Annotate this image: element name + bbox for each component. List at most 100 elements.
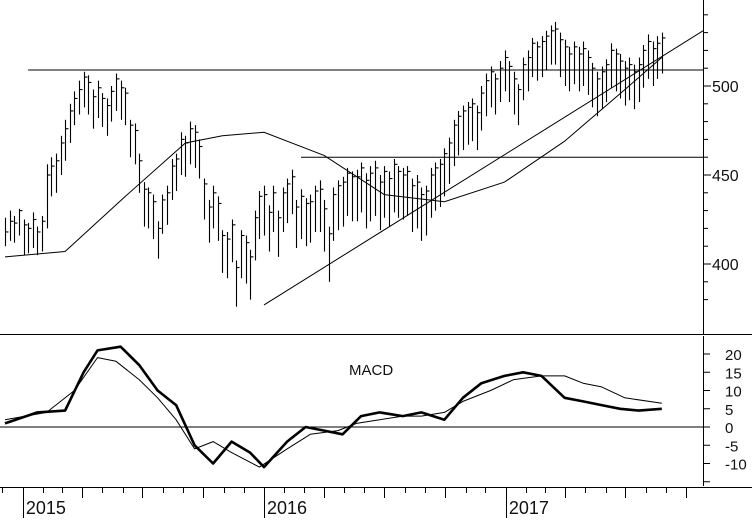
price-bar bbox=[541, 36, 546, 78]
trendline bbox=[263, 30, 704, 306]
macd-tick-label: 20 bbox=[725, 347, 742, 364]
price-bar bbox=[568, 46, 573, 92]
price-bar bbox=[13, 215, 18, 243]
price-bar bbox=[27, 223, 32, 254]
price-bar bbox=[295, 199, 300, 248]
price-bar bbox=[92, 89, 97, 129]
price-bar bbox=[582, 41, 587, 86]
price-bar bbox=[115, 73, 120, 111]
price-bar bbox=[605, 59, 610, 103]
price-bar bbox=[282, 187, 287, 232]
price-bar bbox=[393, 158, 398, 213]
price-bar bbox=[272, 185, 277, 232]
price-bar bbox=[337, 180, 342, 231]
price-bar bbox=[166, 185, 171, 225]
price-bar bbox=[254, 210, 259, 261]
price-bar bbox=[69, 103, 74, 143]
price-bar bbox=[50, 157, 55, 197]
price-bar bbox=[430, 167, 435, 218]
price-bar bbox=[480, 86, 485, 131]
price-bar bbox=[656, 36, 661, 79]
price-bar bbox=[258, 191, 263, 240]
price-bar bbox=[161, 194, 166, 234]
price-bar bbox=[485, 73, 490, 117]
price-bar bbox=[578, 46, 583, 92]
price-bar bbox=[212, 185, 217, 229]
price-bar bbox=[138, 153, 143, 193]
price-bar bbox=[235, 260, 240, 307]
price-bar bbox=[203, 178, 208, 220]
price-bar bbox=[55, 153, 60, 193]
price-bar bbox=[9, 210, 14, 241]
price-bar bbox=[388, 171, 393, 227]
price-bar bbox=[41, 215, 46, 252]
price-bar bbox=[499, 61, 504, 103]
price-bar bbox=[129, 119, 134, 158]
price-bar bbox=[110, 86, 115, 122]
price-bar bbox=[175, 153, 180, 192]
year-label: 2017 bbox=[509, 498, 549, 518]
macd-tick-label: 15 bbox=[725, 365, 742, 382]
price-bar bbox=[217, 196, 222, 241]
price-bar bbox=[346, 167, 351, 216]
price-bar bbox=[443, 148, 448, 197]
price-bar bbox=[249, 249, 254, 300]
price-bar bbox=[642, 45, 647, 88]
price-bar bbox=[323, 199, 328, 252]
time-axis: 2015 2016 2017 bbox=[2, 488, 687, 518]
price-bar bbox=[268, 205, 273, 252]
macd-signal-line bbox=[4, 357, 662, 468]
price-bar bbox=[208, 199, 213, 243]
price-bar bbox=[619, 53, 624, 99]
price-bar bbox=[554, 21, 559, 65]
price-bar bbox=[522, 57, 527, 101]
price-bar bbox=[286, 178, 291, 224]
price-tick-label: 500 bbox=[712, 79, 739, 96]
price-bar bbox=[46, 164, 51, 229]
price-bar bbox=[490, 66, 495, 108]
price-bar bbox=[601, 66, 606, 110]
price-bar bbox=[171, 158, 176, 200]
price-bar bbox=[439, 158, 444, 208]
price-bar bbox=[32, 212, 37, 248]
price-bar bbox=[365, 173, 370, 229]
price-bar bbox=[633, 64, 638, 110]
price-bar bbox=[143, 182, 148, 227]
price-bar bbox=[18, 208, 23, 236]
price-bar bbox=[476, 105, 481, 151]
price-bar bbox=[531, 37, 536, 78]
price-bar bbox=[351, 171, 356, 222]
price-bar bbox=[411, 178, 416, 232]
price-bar bbox=[194, 125, 199, 168]
price-bar bbox=[513, 71, 518, 115]
macd-label: MACD bbox=[349, 362, 393, 379]
price-bar bbox=[328, 226, 333, 282]
price-bar bbox=[60, 135, 65, 175]
price-bar bbox=[406, 166, 411, 216]
price-tick-label: 400 bbox=[712, 257, 739, 274]
price-bar bbox=[462, 105, 467, 151]
price-bar bbox=[610, 43, 615, 88]
price-bar bbox=[374, 160, 379, 216]
price-bar bbox=[152, 194, 157, 240]
price-bar bbox=[4, 217, 9, 247]
price-bar bbox=[198, 139, 203, 179]
price-bar bbox=[134, 123, 139, 165]
price-bar bbox=[231, 219, 236, 263]
price-bar bbox=[309, 194, 314, 243]
price-bar bbox=[23, 219, 28, 256]
price-tick-label: 450 bbox=[712, 168, 739, 185]
price-bar bbox=[319, 180, 324, 232]
price-bar bbox=[97, 80, 102, 119]
price-bar bbox=[517, 84, 522, 126]
price-bar bbox=[369, 166, 374, 222]
price-bar bbox=[527, 50, 532, 92]
macd-tick-label: -10 bbox=[725, 457, 747, 474]
price-bar bbox=[453, 119, 458, 167]
price-bar bbox=[573, 41, 578, 85]
price-bar bbox=[332, 187, 337, 241]
price-bar bbox=[448, 137, 453, 184]
price-bar bbox=[124, 87, 129, 126]
